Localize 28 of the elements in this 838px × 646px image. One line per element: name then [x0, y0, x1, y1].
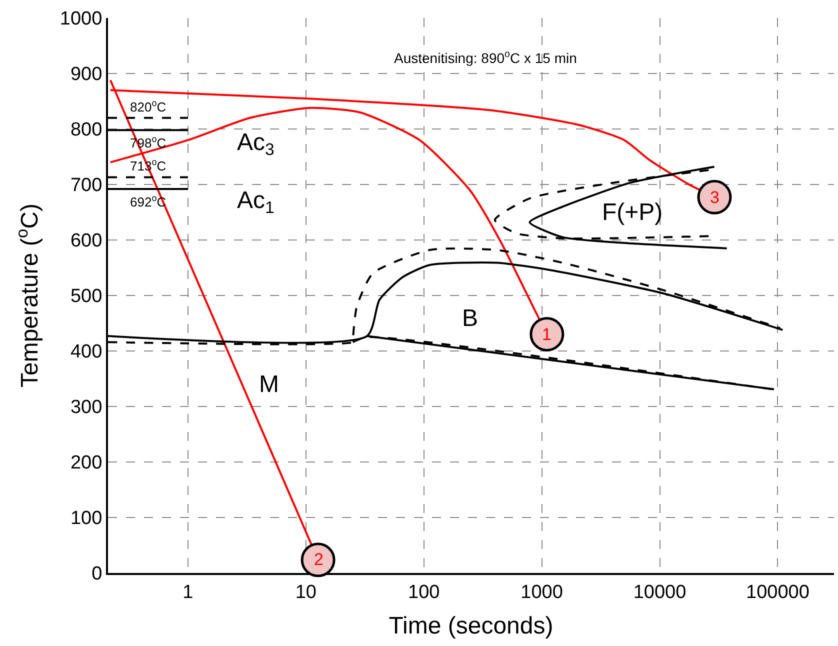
y-tick-label: 1000: [60, 8, 102, 30]
annotation: M: [259, 371, 279, 398]
y-tick-label: 100: [70, 508, 102, 530]
annotation: Ac$_{3}$: [237, 129, 274, 160]
y-tick-label: 400: [70, 342, 102, 363]
y-tick-label: 300: [70, 397, 102, 418]
x-axis-title: Time (seconds): [388, 612, 554, 640]
y-tick-label: 0: [92, 564, 102, 585]
y-tick-label: 600: [70, 230, 102, 252]
annotation: Ac$_{1}$: [237, 187, 274, 218]
x-tick-label: 1000: [520, 582, 563, 603]
x-tick-label: 1: [182, 582, 194, 603]
x-tick-label: 10000: [633, 582, 686, 603]
annotation: 820$^{o}$C: [130, 98, 166, 114]
annotation: Austenitising: 890$^{o}$C x 15 min: [394, 49, 577, 66]
y-tick-label: 200: [70, 452, 102, 474]
annotation: 1: [542, 325, 552, 344]
annotation: F(+P): [602, 199, 663, 226]
x-tick-label: 100: [408, 582, 440, 603]
y-tick-label: 700: [70, 175, 102, 196]
annotation: B: [462, 305, 478, 332]
y-tick-label: 500: [70, 286, 102, 308]
x-tick-label: 10: [295, 582, 316, 603]
annotation: 2: [314, 550, 324, 569]
y-tick-label: 800: [70, 120, 102, 141]
y-tick-label: 900: [70, 64, 102, 86]
x-tick-label: 100000: [746, 582, 810, 603]
annotation: 3: [710, 188, 720, 207]
